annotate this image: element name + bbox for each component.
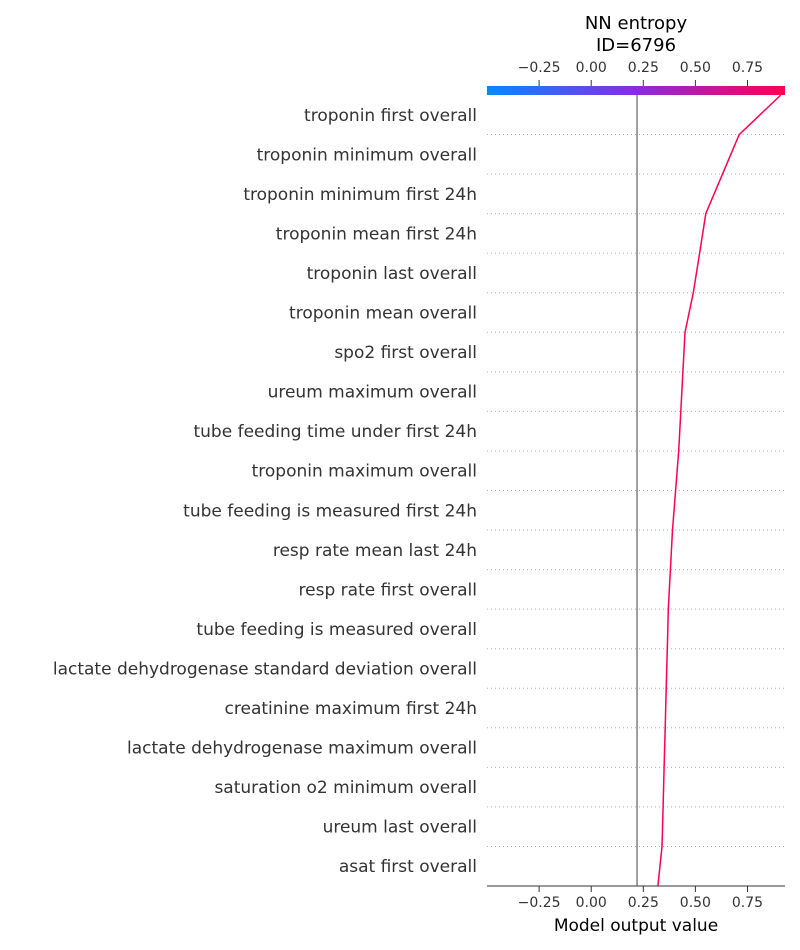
feature-label: lactate dehydrogenase standard deviation… [53,659,477,679]
bottom-tick-label: 0.50 [680,895,711,911]
feature-label: troponin mean first 24h [276,224,477,244]
bottom-axis-ticks: −0.25 0.00 0.25 0.50 0.75 [518,886,763,911]
bottom-tick-label: 0.75 [732,895,763,911]
feature-label: resp rate mean last 24h [273,541,477,561]
chart-title-line2: ID=6796 [596,35,676,56]
feature-label: troponin mean overall [289,304,477,324]
feature-label: troponin minimum first 24h [243,185,477,205]
feature-label: troponin minimum overall [257,145,477,165]
feature-label: troponin maximum overall [252,462,477,482]
top-tick-label: 0.25 [628,60,659,76]
feature-labels: troponin first overall troponin minimum o… [53,106,477,877]
feature-label: ureum last overall [323,818,477,838]
top-tick-label: 0.50 [680,60,711,76]
feature-label: lactate dehydrogenase maximum overall [127,739,477,759]
decision-path-line [657,94,782,887]
bottom-tick-label: −0.25 [518,895,561,911]
feature-label: tube feeding is measured first 24h [183,501,477,521]
feature-label: ureum maximum overall [268,383,477,403]
top-tick-label: 0.75 [732,60,763,76]
feature-label: troponin last overall [307,264,477,284]
bottom-tick-label: 0.00 [576,895,607,911]
feature-label: tube feeding time under first 24h [193,422,477,442]
feature-label: troponin first overall [304,106,477,126]
bottom-tick-label: 0.25 [628,895,659,911]
feature-label: resp rate first overall [299,580,477,600]
feature-label: creatinine maximum first 24h [225,699,477,719]
feature-label: asat first overall [339,857,477,877]
top-tick-label: 0.00 [576,60,607,76]
feature-label: tube feeding is measured overall [196,620,477,640]
feature-gridlines [487,134,785,847]
chart-title-line1: NN entropy [585,13,688,34]
x-axis-label: Model output value [554,916,718,936]
feature-label: saturation o2 minimum overall [214,778,477,798]
top-axis-ticks: −0.25 0.00 0.25 0.50 0.75 [518,60,763,86]
top-tick-label: −0.25 [518,60,561,76]
colorbar [487,86,785,95]
feature-label: spo2 first overall [334,343,477,363]
